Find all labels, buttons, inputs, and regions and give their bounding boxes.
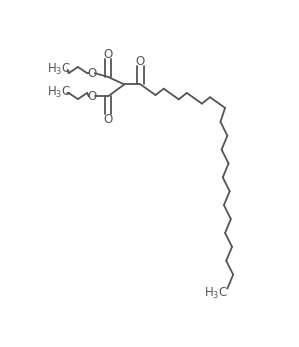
Text: H$_3$C: H$_3$C: [47, 62, 71, 77]
Text: O: O: [136, 55, 145, 68]
Text: O: O: [103, 48, 113, 61]
Text: O: O: [87, 90, 97, 103]
Text: H$_3$C: H$_3$C: [47, 85, 71, 101]
Text: H$_3$C: H$_3$C: [204, 286, 228, 301]
Text: O: O: [103, 113, 113, 126]
Text: O: O: [87, 67, 97, 80]
